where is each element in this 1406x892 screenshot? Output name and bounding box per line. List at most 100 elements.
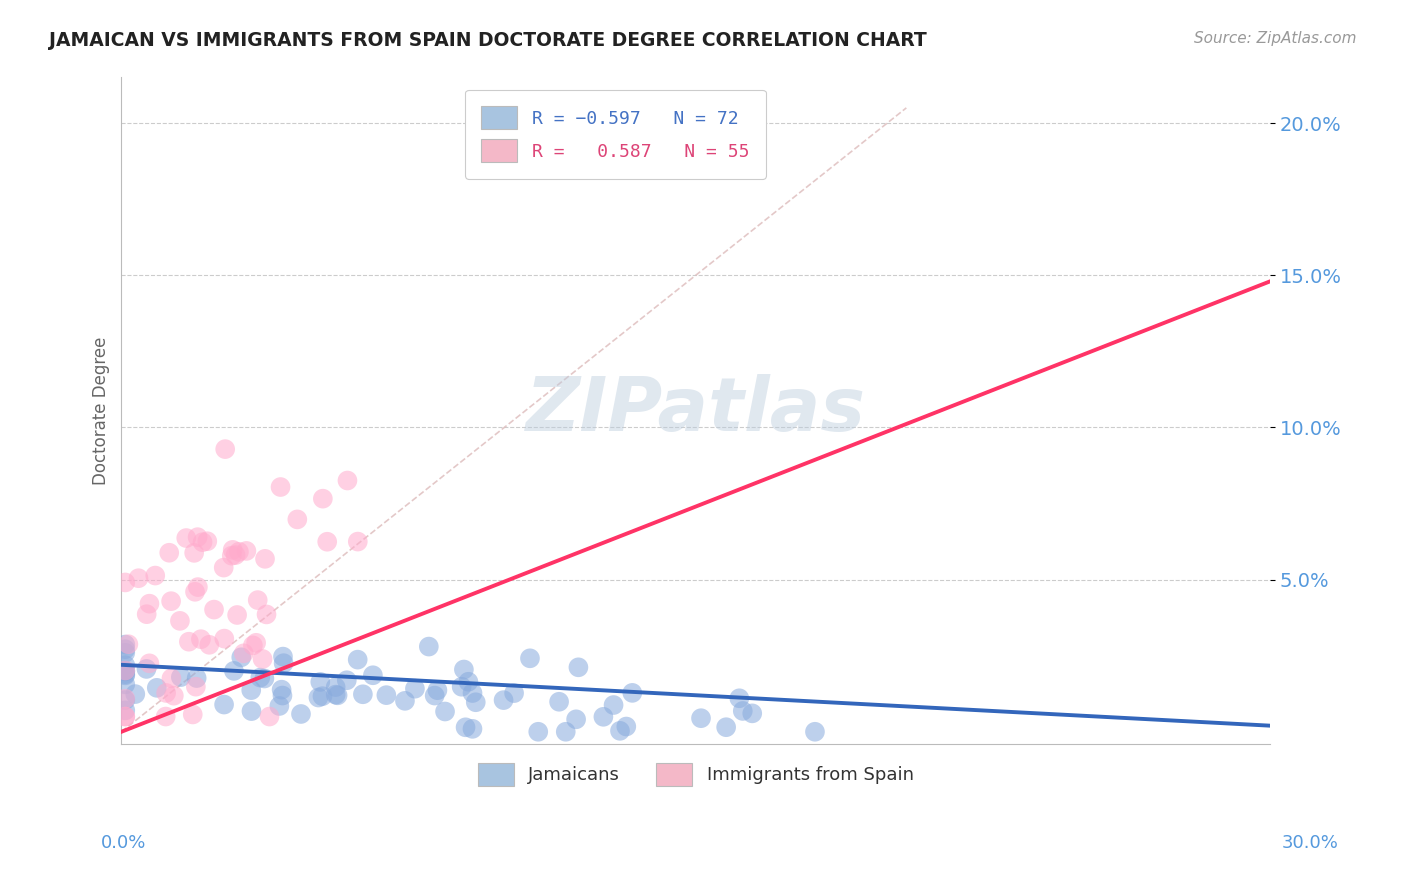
Point (273, 656, 295, 670)
Point (426, 683, 449, 698)
Point (214, 442, 236, 456)
Point (226, 607, 249, 622)
Point (183, 546, 205, 560)
Point (271, 689, 294, 703)
Point (190, 632, 212, 647)
Text: 0.0%: 0.0% (101, 834, 146, 852)
Point (114, 667, 136, 681)
Point (256, 607, 278, 622)
Point (394, 694, 416, 708)
Point (160, 594, 183, 608)
Point (804, 724, 827, 739)
Point (554, 724, 576, 739)
Point (212, 698, 235, 712)
Point (114, 677, 136, 691)
Point (548, 695, 571, 709)
Point (184, 680, 207, 694)
Point (602, 698, 624, 712)
Point (195, 534, 218, 549)
Point (114, 664, 136, 678)
Point (270, 682, 292, 697)
Point (114, 691, 136, 706)
Point (138, 597, 160, 611)
Point (453, 663, 475, 677)
Point (221, 542, 243, 557)
Point (163, 689, 186, 703)
Point (245, 636, 267, 650)
Point (169, 614, 191, 628)
Point (434, 705, 457, 719)
Point (212, 560, 235, 574)
Point (143, 568, 166, 582)
Point (285, 512, 308, 526)
Point (186, 671, 208, 685)
Point (135, 662, 157, 676)
Point (316, 534, 339, 549)
Point (170, 670, 193, 684)
Point (404, 681, 426, 696)
Point (609, 723, 631, 738)
Point (114, 665, 136, 679)
Point (114, 646, 136, 660)
Point (271, 649, 294, 664)
Point (690, 711, 713, 725)
Point (114, 693, 136, 707)
Point (253, 672, 276, 686)
Point (503, 686, 526, 700)
Point (202, 602, 225, 616)
Point (742, 161, 765, 176)
Point (160, 671, 183, 685)
Point (114, 703, 136, 717)
Point (232, 646, 254, 660)
Point (259, 709, 281, 723)
Point (240, 704, 263, 718)
Point (728, 691, 751, 706)
Point (325, 680, 347, 694)
Point (114, 575, 136, 590)
Point (198, 638, 221, 652)
Point (326, 688, 349, 702)
Point (461, 686, 484, 700)
Point (146, 681, 169, 695)
Point (187, 580, 209, 594)
Point (311, 689, 333, 703)
Y-axis label: Doctorate Degree: Doctorate Degree (93, 336, 110, 485)
Point (527, 724, 550, 739)
Point (621, 686, 644, 700)
Point (352, 687, 374, 701)
Point (270, 480, 292, 494)
Point (290, 706, 312, 721)
Point (461, 722, 484, 736)
Point (231, 650, 253, 665)
Point (181, 707, 204, 722)
Point (312, 491, 335, 506)
Point (191, 535, 214, 549)
Point (240, 683, 263, 698)
Point (375, 688, 398, 702)
Point (222, 664, 245, 678)
Point (519, 651, 541, 665)
Point (174, 531, 197, 545)
Point (336, 673, 359, 688)
Point (114, 709, 136, 723)
Point (457, 674, 479, 689)
Point (225, 548, 247, 562)
Point (249, 671, 271, 685)
Point (464, 695, 486, 709)
Point (114, 709, 136, 723)
Point (221, 549, 243, 563)
Point (157, 546, 180, 560)
Point (114, 642, 136, 657)
Point (138, 657, 160, 671)
Point (346, 534, 368, 549)
Point (309, 674, 332, 689)
Point (567, 660, 589, 674)
Point (325, 688, 347, 702)
Point (187, 530, 209, 544)
Point (423, 689, 446, 703)
Text: ZIPatlas: ZIPatlas (526, 374, 866, 447)
Point (235, 544, 257, 558)
Point (592, 710, 614, 724)
Point (124, 687, 146, 701)
Text: 30.0%: 30.0% (1282, 834, 1339, 852)
